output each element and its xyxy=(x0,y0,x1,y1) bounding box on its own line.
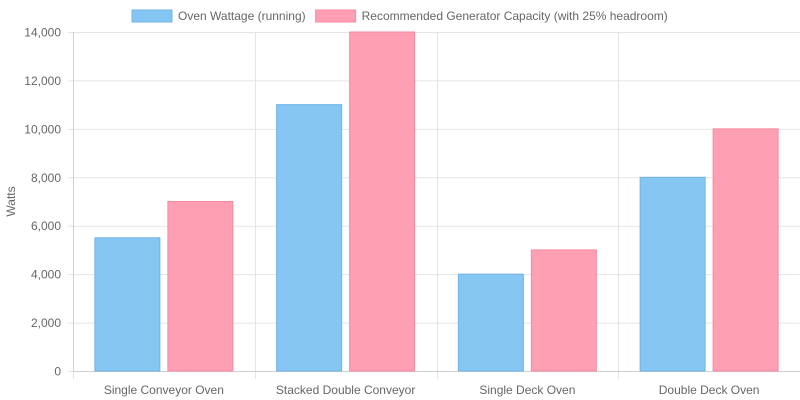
legend: Oven Wattage (running) Recommended Genera… xyxy=(131,9,668,23)
bar-series1-4[interactable] xyxy=(639,176,706,372)
y-axis-title: Watts xyxy=(4,186,18,216)
y-tick-label: 14,000 xyxy=(24,26,61,40)
legend-label-2[interactable]: Recommended Generator Capacity (with 25%… xyxy=(362,9,668,23)
y-tick-label: 12,000 xyxy=(24,74,61,88)
bar-series2-2[interactable] xyxy=(349,31,416,372)
bar-series2-1[interactable] xyxy=(167,201,234,372)
y-tick-label: 4,000 xyxy=(31,268,61,282)
x-axis-ticks: Single Conveyor Oven Stacked Double Conve… xyxy=(104,383,760,397)
bar-series1-3[interactable] xyxy=(457,273,524,372)
legend-swatch-2[interactable] xyxy=(315,9,357,23)
x-tick-label: Double Deck Oven xyxy=(659,383,760,397)
legend-swatch-1[interactable] xyxy=(131,9,173,23)
bar-series2-4[interactable] xyxy=(712,128,779,372)
y-tick-label: 2,000 xyxy=(31,316,61,330)
legend-label-1[interactable]: Oven Wattage (running) xyxy=(178,9,306,23)
x-tick-label: Stacked Double Conveyor xyxy=(276,383,415,397)
y-tick-label: 6,000 xyxy=(31,219,61,233)
y-tick-label: 10,000 xyxy=(24,122,61,136)
bar-series2-3[interactable] xyxy=(530,249,597,372)
bar-series1-2[interactable] xyxy=(276,104,343,372)
bar-series1-1[interactable] xyxy=(94,237,161,372)
bars xyxy=(94,31,779,372)
y-tick-label: 8,000 xyxy=(31,171,61,185)
y-axis-ticks: 0 2,000 4,000 6,000 8,000 10,000 12,000 14,000 xyxy=(24,26,61,379)
x-tick-label: Single Conveyor Oven xyxy=(104,383,224,397)
y-tick-label: 0 xyxy=(54,365,61,379)
x-tick-label: Single Deck Oven xyxy=(479,383,575,397)
